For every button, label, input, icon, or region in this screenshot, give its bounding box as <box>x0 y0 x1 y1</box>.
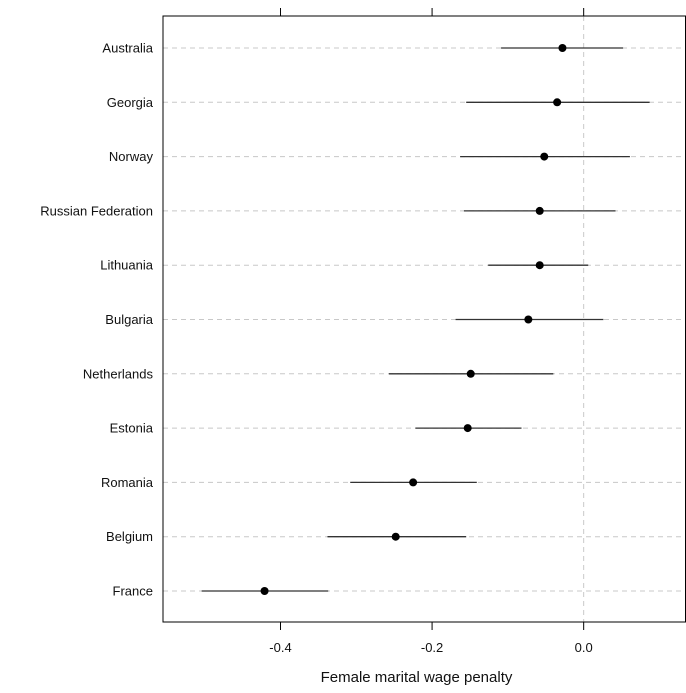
x-tick-label-0p0: 0.0 <box>575 640 593 655</box>
estimate-point-belgium <box>391 532 400 541</box>
category-label-estonia: Estonia <box>110 421 154 436</box>
estimate-point-russian-federation <box>535 206 544 215</box>
estimate-point-norway <box>540 152 549 161</box>
category-label-bulgaria: Bulgaria <box>105 312 153 327</box>
estimate-point-georgia <box>553 98 562 107</box>
estimate-point-estonia <box>463 424 472 433</box>
category-label-belgium: Belgium <box>106 529 153 544</box>
category-label-france: France <box>113 584 153 599</box>
estimate-point-romania <box>409 478 418 487</box>
estimate-point-lithuania <box>535 261 544 270</box>
point-layer <box>260 44 567 595</box>
category-label-australia: Australia <box>102 41 153 56</box>
category-label-netherlands: Netherlands <box>83 366 154 381</box>
estimate-point-australia <box>558 44 567 52</box>
category-label-russian-federation: Russian Federation <box>40 203 153 218</box>
category-label-norway: Norway <box>109 149 154 164</box>
estimate-point-france <box>260 587 269 595</box>
grid-layer <box>163 47 686 592</box>
category-label-lithuania: Lithuania <box>100 258 154 273</box>
tick-layer: -0.4 -0.2 0.0 <box>269 8 593 655</box>
x-tick-label-neg0p2: -0.2 <box>421 640 443 655</box>
category-label-georgia: Georgia <box>107 95 154 110</box>
category-label-layer: Australia Georgia Norway Russian Federation… <box>40 41 154 599</box>
estimate-point-netherlands <box>466 369 475 378</box>
estimate-point-bulgaria <box>524 315 533 324</box>
x-axis-title: Female marital wage penalty <box>321 669 513 686</box>
category-label-romania: Romania <box>101 475 154 490</box>
x-tick-label-neg0p4: -0.4 <box>269 640 291 655</box>
